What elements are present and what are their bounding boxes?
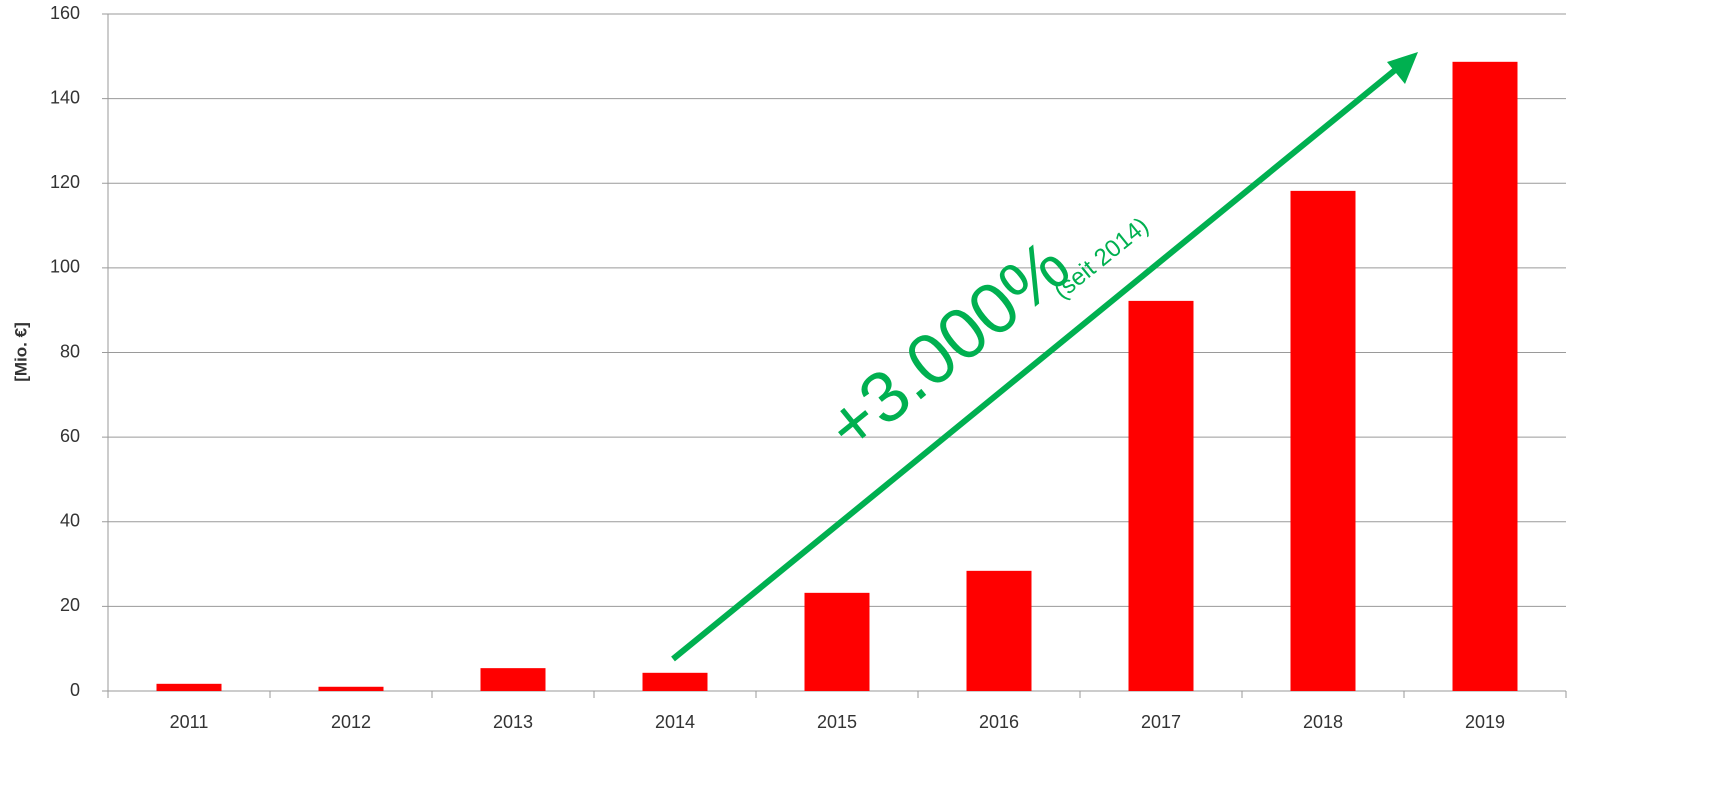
trend-arrow-head [1387,52,1418,84]
bar [156,683,222,691]
bar [966,570,1032,691]
y-tick-label: 20 [60,595,80,615]
x-tick-label: 2013 [493,712,533,732]
x-tick-label: 2015 [817,712,857,732]
x-tick-label: 2017 [1141,712,1181,732]
bar [1128,300,1194,691]
x-tick-label: 2014 [655,712,695,732]
x-tick-label: 2011 [170,712,209,732]
x-tick-label: 2019 [1465,712,1505,732]
y-tick-label: 40 [60,511,80,531]
y-tick-label: 0 [70,680,80,700]
y-tick-label: 60 [60,426,80,446]
bar [480,668,546,691]
annotation-sub: (seit 2014) [1049,212,1154,304]
y-tick-label: 80 [60,341,80,361]
bar [1452,61,1518,692]
y-tick-label: 100 [50,257,80,277]
y-tick-label: 140 [50,87,80,107]
bar [804,592,870,691]
y-tick-label: 160 [50,3,80,23]
bar [1290,190,1356,691]
y-axis-label: [Mio. €] [11,322,30,382]
x-tick-label: 2012 [331,712,371,732]
x-tick-label: 2018 [1303,712,1343,732]
bar [642,672,708,691]
bar [318,686,384,691]
trend-arrow [671,63,1402,662]
y-tick-label: 120 [50,172,80,192]
x-tick-label: 2016 [979,712,1019,732]
